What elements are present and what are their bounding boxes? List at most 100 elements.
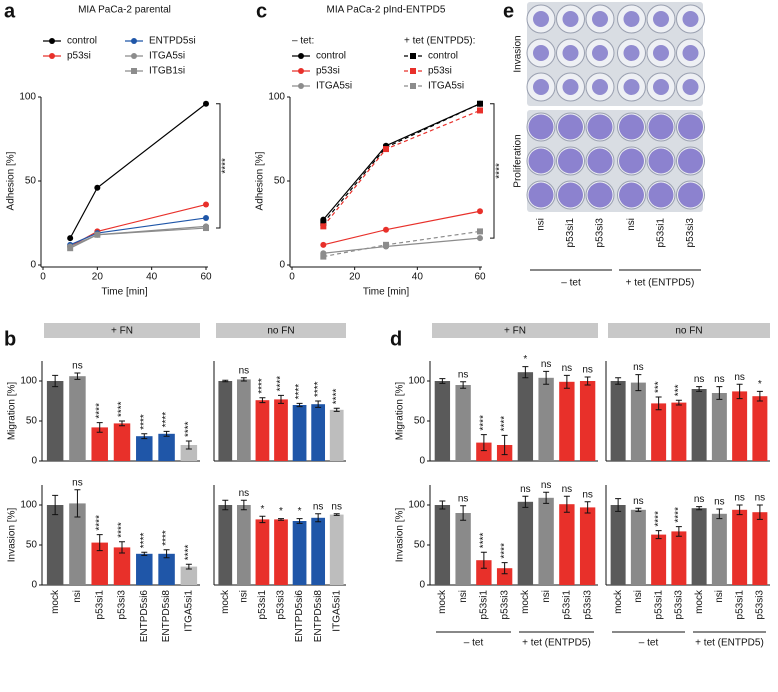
y-tick-label: 100: [20, 500, 37, 511]
point: [383, 146, 389, 153]
point: [477, 228, 483, 235]
error-bar: [141, 551, 148, 556]
bar: [538, 497, 554, 585]
legend-label: ITGA5si: [316, 81, 352, 92]
x-tick-label: nsi: [238, 590, 249, 603]
significance-label: ns: [694, 494, 705, 505]
group-label: + tet (ENTPD5): [522, 638, 591, 649]
x-axis-label: Time [min]: [101, 287, 148, 298]
legend-marker: [298, 83, 304, 89]
well-stain: [592, 45, 608, 61]
bar: [46, 381, 64, 461]
error-bar: [563, 374, 570, 389]
well-stain: [592, 79, 608, 95]
y-tick-label: 0: [419, 456, 425, 467]
x-tick-label: 20: [349, 272, 361, 283]
bar: [610, 505, 626, 585]
series-line: [322, 103, 481, 221]
bar: [255, 519, 270, 585]
group-header: no FN: [267, 326, 294, 337]
significance-label: ns: [541, 480, 552, 491]
bar: [69, 503, 86, 585]
well-stain: [682, 79, 699, 95]
x-tick-label: ENTPD5si8: [313, 590, 324, 643]
bar: [91, 427, 108, 461]
error-bar: [185, 563, 192, 570]
series-line: [69, 103, 207, 239]
bar: [274, 519, 288, 585]
bar: [113, 423, 131, 461]
bar: [711, 393, 727, 461]
significance-label: *: [523, 354, 527, 365]
y-axis-label: Adhesion [%]: [6, 151, 17, 210]
bar: [517, 501, 534, 585]
significance-label: ****: [674, 507, 685, 523]
significance-label: ns: [562, 484, 573, 495]
significance-label: ****: [117, 401, 128, 417]
error-bar: [240, 377, 247, 382]
x-tick-label: p53si1: [479, 590, 490, 620]
significance-label: ns: [562, 363, 573, 374]
well-stain: [653, 11, 669, 27]
column-label: nsi: [626, 218, 637, 231]
legend-marker: [131, 68, 137, 74]
panel-letter: a: [4, 0, 16, 22]
significance-label: ****: [653, 511, 664, 527]
series-line: [69, 203, 207, 248]
error-bar: [736, 383, 743, 400]
panel-letter: c: [256, 0, 267, 22]
error-bar: [74, 489, 81, 518]
bar: [158, 553, 175, 585]
panel-letter: b: [4, 328, 16, 350]
x-tick-label: nsi: [458, 590, 469, 603]
significance-label: ns: [633, 362, 644, 373]
well-stain: [533, 11, 549, 27]
error-bar: [439, 500, 446, 510]
bar: [630, 382, 646, 461]
error-bar: [240, 499, 247, 511]
bar: [136, 436, 153, 461]
significance-label: *: [298, 506, 302, 517]
error-bar: [696, 386, 703, 392]
error-bar: [222, 499, 229, 511]
bar: [752, 512, 768, 585]
chart-title: MIA PaCa-2 pInd-ENTPD5: [327, 5, 446, 16]
significance-label: ****: [479, 415, 490, 431]
well-stain: [619, 182, 644, 208]
x-tick-label: 40: [146, 272, 158, 283]
group-label: – tet: [561, 278, 581, 289]
y-axis-label: Adhesion [%]: [255, 151, 266, 210]
well-stain: [619, 148, 644, 174]
legend-label: ITGB1si: [149, 66, 185, 77]
bar: [329, 409, 344, 461]
legend-marker: [298, 53, 304, 59]
well-stain: [558, 114, 583, 140]
row-label: Proliferation: [513, 134, 524, 187]
legend-label: ITGA5si: [149, 51, 185, 62]
error-bar: [52, 494, 59, 516]
significance-label: ****: [139, 414, 150, 430]
significance-label: ****: [161, 412, 172, 428]
significance-label: ****: [117, 522, 128, 538]
error-bar: [315, 400, 322, 408]
error-bar: [480, 551, 487, 569]
significance-label: ****: [294, 384, 305, 400]
x-tick-label: p53si3: [582, 590, 593, 620]
bar: [671, 531, 687, 585]
x-tick-label: nsi: [72, 590, 83, 603]
group-label: + tet (ENTPD5): [695, 638, 764, 649]
point: [477, 107, 483, 114]
bar: [434, 381, 451, 461]
error-bar: [333, 407, 340, 412]
legend-label: ITGA5si: [428, 81, 464, 92]
bar: [329, 514, 344, 585]
series-line: [322, 109, 481, 227]
well-stain: [648, 182, 674, 208]
significance-label: ns: [520, 484, 531, 495]
legend-header: – tet:: [292, 36, 314, 47]
significance-label: ns: [734, 372, 745, 383]
bar: [113, 547, 131, 585]
well-stain: [533, 45, 549, 61]
well-stain: [592, 11, 608, 27]
